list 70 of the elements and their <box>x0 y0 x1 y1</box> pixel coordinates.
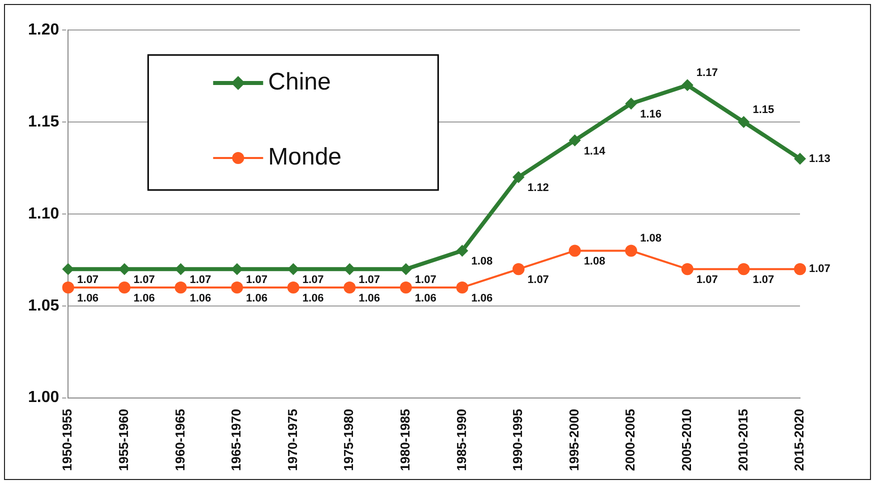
point <box>118 281 130 294</box>
x-tick-label: 1990-1995 <box>510 408 526 472</box>
data-label: 1.16 <box>640 108 662 121</box>
x-tick-label: 1995-2000 <box>566 408 582 472</box>
data-label: 1.07 <box>77 274 99 286</box>
x-tick-label: 1950-1955 <box>60 408 75 472</box>
point <box>456 281 468 294</box>
point <box>794 263 806 276</box>
data-label: 1.06 <box>246 292 268 305</box>
point <box>512 171 525 184</box>
point <box>568 134 581 146</box>
point <box>231 281 244 294</box>
point <box>625 244 638 257</box>
data-label: 1.06 <box>414 292 436 305</box>
point <box>681 79 694 92</box>
point <box>174 281 187 294</box>
point <box>681 263 694 276</box>
point <box>400 281 412 294</box>
x-tick-label: 1970-1975 <box>284 408 300 472</box>
data-label: 1.14 <box>584 145 606 158</box>
data-label: 1.12 <box>528 182 549 194</box>
data-label: 1.06 <box>302 292 324 305</box>
point <box>568 244 581 257</box>
point <box>287 281 300 294</box>
data-label: 1.07 <box>809 263 830 276</box>
data-label: 1.06 <box>77 292 99 305</box>
data-label: 1.06 <box>471 292 493 305</box>
point <box>625 98 638 110</box>
point <box>62 281 74 294</box>
x-tick-label: 2005-2010 <box>678 408 694 472</box>
y-tick-label: 1.05 <box>28 297 60 314</box>
data-label: 1.08 <box>471 256 493 268</box>
y-tick-label: 1.10 <box>28 205 60 222</box>
data-label: 1.07 <box>133 274 155 286</box>
y-tick-label: 1.00 <box>28 389 60 406</box>
data-label: 1.07 <box>190 274 212 286</box>
point <box>456 244 468 257</box>
x-tick-label: 1960-1965 <box>172 408 188 472</box>
point <box>344 281 356 294</box>
x-tick-label: 2000-2005 <box>622 408 638 472</box>
x-tick-label: 1985-1990 <box>454 408 469 472</box>
point <box>738 263 750 276</box>
data-label: 1.06 <box>358 292 380 305</box>
legend-label: Monde <box>268 144 342 171</box>
data-label: 1.06 <box>133 292 155 305</box>
legend-label: Chine <box>268 68 331 96</box>
data-label: 1.07 <box>528 274 549 286</box>
data-label: 1.17 <box>696 67 718 80</box>
data-label: 1.07 <box>752 274 774 286</box>
data-label: 1.07 <box>414 274 436 286</box>
point <box>738 116 750 128</box>
point <box>512 263 525 276</box>
data-label: 1.08 <box>640 232 662 245</box>
data-label: 1.07 <box>246 274 268 286</box>
x-tick-label: 1965-1970 <box>228 408 244 472</box>
x-tick-label: 1975-1980 <box>341 408 356 472</box>
point <box>794 152 806 165</box>
x-tick-label: 2015-2020 <box>792 408 807 472</box>
data-label: 1.07 <box>358 274 380 286</box>
data-label: 1.08 <box>584 256 606 268</box>
y-tick-label: 1.20 <box>28 21 60 38</box>
data-label: 1.07 <box>302 274 324 286</box>
y-tick-label: 1.15 <box>28 113 60 130</box>
x-tick-label: 1980-1985 <box>398 408 412 472</box>
data-label: 1.13 <box>809 152 830 165</box>
x-tick-label: 1955-1960 <box>116 408 132 472</box>
data-label: 1.15 <box>752 104 774 116</box>
data-label: 1.07 <box>696 274 718 286</box>
x-tick-label: 2010-2015 <box>735 408 750 472</box>
data-label: 1.06 <box>190 292 212 305</box>
